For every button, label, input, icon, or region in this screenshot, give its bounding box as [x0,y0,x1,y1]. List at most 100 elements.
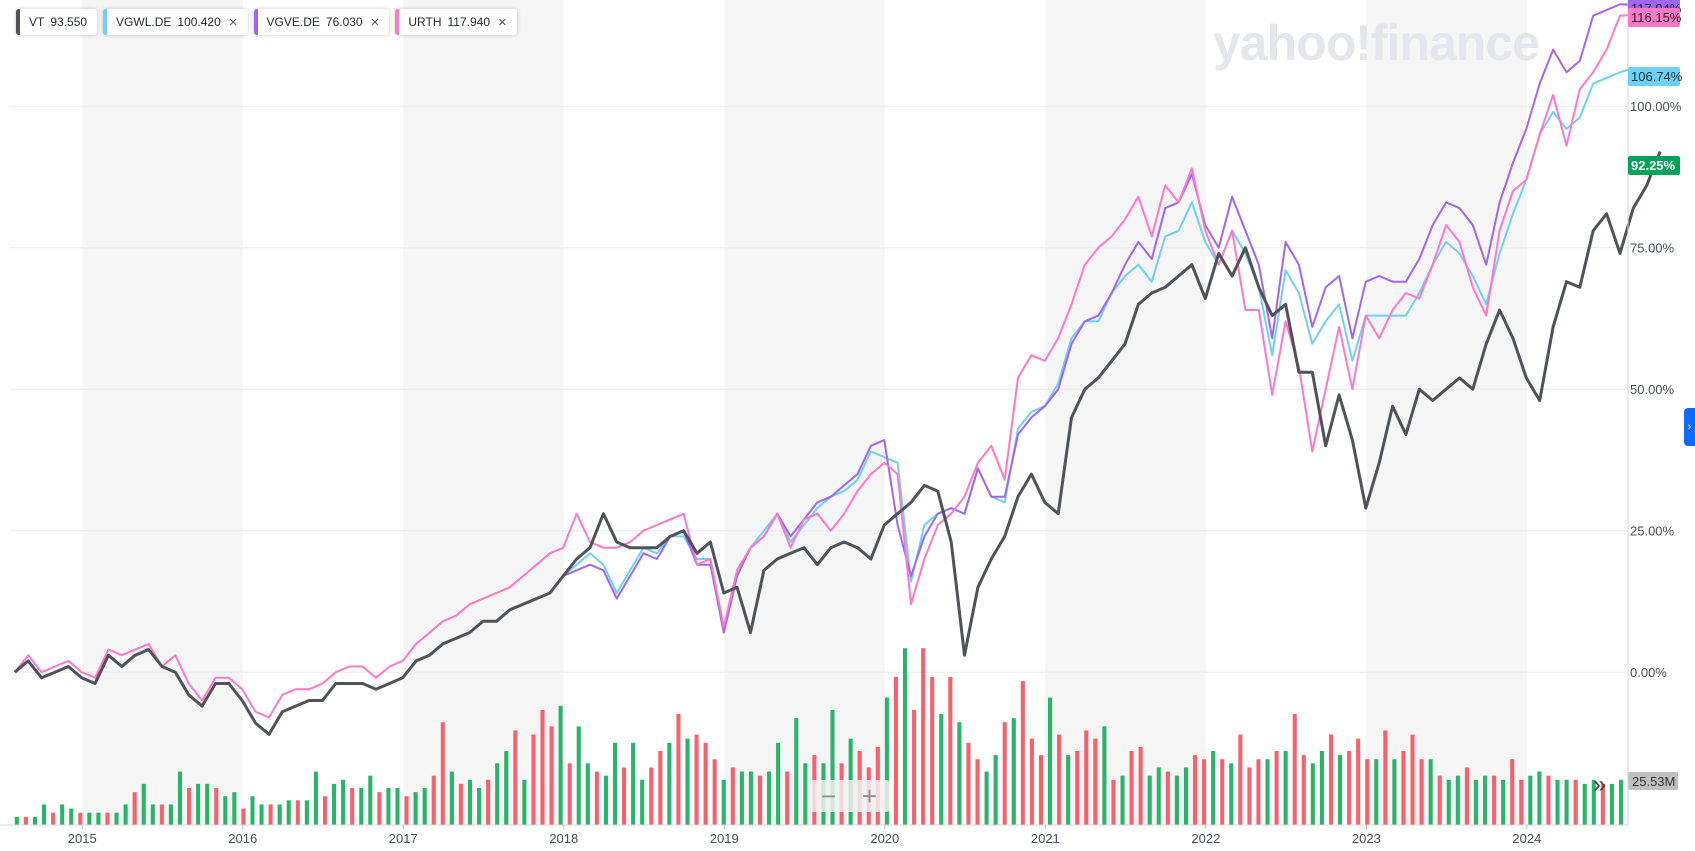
volume-bar [1609,783,1614,825]
volume-bar [105,812,110,825]
volume-bar [993,755,998,825]
x-tick-label: 2023 [1352,831,1381,846]
volume-bar [1473,779,1479,825]
volume-bar [1011,718,1016,825]
end-label-urth: 116.15% [1628,8,1682,27]
volume-bar [1591,779,1596,825]
volume-bar [1546,775,1551,825]
series-line-urth[interactable] [14,13,1634,719]
zoom-control: − + [808,780,890,812]
close-icon[interactable]: × [370,13,380,31]
y-tick-label: 100.00% [1630,99,1682,114]
volume-bar [14,816,19,825]
volume-bar [168,804,173,825]
legend-chip-urth[interactable]: URTH 117.940 × [395,9,517,35]
volume-bar [1482,775,1488,825]
volume-bar [60,804,65,825]
zoom-in-button[interactable]: + [861,781,878,811]
volume-bar [1310,763,1315,825]
zoom-out-button[interactable]: − [820,781,837,811]
volume-bar [558,705,563,825]
volume-bar [612,742,618,825]
volume-bar [177,771,183,825]
volume-bar [259,804,264,825]
volume-bar [893,677,898,825]
volume-bar [304,800,309,825]
volume-bar [495,763,500,825]
series-lines[interactable] [13,3,1662,736]
volume-bar [1600,783,1605,825]
volume-bar [1147,775,1152,825]
volume-bar [1328,734,1334,825]
volume-bar [721,779,726,825]
volume-bar [1618,779,1624,825]
volume-bar [332,783,337,825]
volume-bar [1165,771,1170,825]
volume-bar [223,796,228,825]
volume-bar [368,775,373,825]
x-tick-label: 2017 [389,831,418,846]
volume-bar [685,738,690,825]
volume-bar [23,816,28,825]
volume-bar [150,804,155,825]
volume-bar [1029,738,1034,825]
volume-bar [1455,775,1460,825]
volume-bar [1047,697,1053,825]
legend-price: 117.940 [447,15,491,29]
close-icon[interactable]: × [498,13,507,31]
volume-bar [1192,755,1198,825]
volume-bar [1002,722,1007,825]
volume-bar [1464,767,1469,825]
side-panel-toggle[interactable]: › [1684,408,1695,446]
legend-price: 100.420 [177,15,221,29]
series-line-vt[interactable] [13,150,1662,736]
volume-bar [277,804,282,825]
legend-chip-vt[interactable]: VT 93.550 [16,9,98,35]
volume-bar [1256,759,1261,825]
legend-price: 93.550 [50,15,88,29]
x-tick-label: 2024 [1512,831,1541,846]
volume-bar [730,767,735,825]
volume-bar [921,648,926,825]
volume-bar [114,812,119,825]
volume-bar [1075,751,1080,825]
legend-chip-vgwl-de[interactable]: VGWL.DE 100.420 × [103,9,248,35]
volume-bar [576,726,581,825]
volume-bar [585,763,590,825]
x-tick-label: 2015 [68,831,97,846]
volume-bar [1066,755,1071,825]
grid-lines [10,105,1628,673]
series-line-vgve-de[interactable] [562,3,1634,634]
volume-bar [205,783,210,825]
legend-chip-vgve-de[interactable]: VGVE.DE 76.030 × [253,9,390,35]
year-band [82,0,243,825]
volume-bar [341,779,346,825]
volume-bar [431,775,436,825]
volume-bar [1057,734,1062,825]
x-tick-label: 2022 [1191,831,1220,846]
end-label-text: 106.74% [1631,69,1683,84]
volume-bar [676,714,681,825]
volume-bar [1156,767,1161,825]
volume-bar [1020,681,1025,825]
volume-bar [1347,751,1352,825]
volume-bar [603,775,608,825]
volume-bar [1093,738,1098,825]
legend-symbol: VT [29,15,45,29]
close-icon[interactable]: × [228,13,238,31]
volume-bar [522,779,527,825]
year-band [1366,0,1527,825]
yahoo-finance-logo: yahoo!finance [1213,15,1540,71]
volume-bar [1111,779,1116,825]
volume-bar [1564,779,1569,825]
year-bands [82,0,1527,825]
volume-bar [594,771,599,825]
volume-bar [196,783,201,825]
volume-bar [69,808,74,825]
volume-bar [1129,751,1134,825]
scroll-to-end-button[interactable]: » [1593,771,1607,798]
volume-bar [975,759,980,825]
volume-bar [467,779,473,825]
volume-bar [504,751,509,825]
